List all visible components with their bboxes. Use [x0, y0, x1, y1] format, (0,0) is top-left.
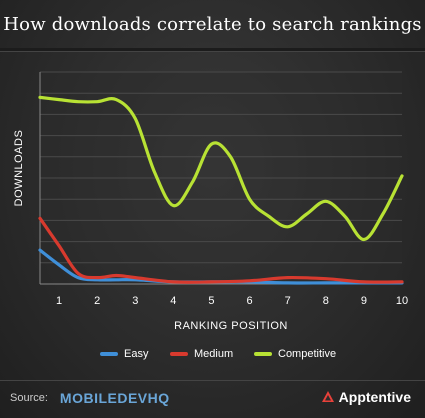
series-line-competitive — [38, 95, 404, 242]
apptentive-icon — [321, 391, 334, 402]
source-brand-logo: MOBILEDEVHQ — [59, 390, 170, 406]
x-tick-label: 9 — [361, 295, 367, 307]
x-tick-label: 6 — [247, 295, 253, 307]
legend-label-easy: Easy — [124, 348, 149, 360]
legend-item-medium: Medium — [170, 348, 233, 360]
source-credit: Source: MOBILEDEVHQ — [10, 390, 170, 406]
series-line-medium — [38, 216, 404, 284]
legend-swatch-competitive — [254, 352, 272, 356]
partner-name: Apptentive — [338, 389, 411, 405]
source-label: Source: — [10, 392, 48, 404]
legend-item-competitive: Competitive — [254, 348, 336, 360]
x-tick-label: 2 — [94, 295, 100, 307]
legend: Easy Medium Competitive — [0, 338, 425, 374]
footer-divider — [0, 380, 425, 381]
x-tick-label: 8 — [323, 295, 329, 307]
y-axis-label: DOWNLOADS — [13, 130, 25, 207]
title-divider — [0, 48, 425, 52]
legend-swatch-easy — [100, 352, 118, 356]
x-tick-label: 4 — [170, 295, 176, 307]
x-tick-label: 7 — [285, 295, 291, 307]
legend-swatch-medium — [170, 352, 188, 356]
legend-label-competitive: Competitive — [278, 348, 337, 360]
legend-label-medium: Medium — [194, 348, 234, 360]
x-tick-label: 5 — [208, 295, 214, 307]
x-tick-label: 1 — [56, 295, 62, 307]
x-tick-label: 3 — [132, 295, 138, 307]
x-axis-label: RANKING POSITION — [174, 320, 288, 332]
legend-item-easy: Easy — [100, 348, 148, 360]
partner-logo: Apptentive — [321, 389, 411, 405]
x-tick-label: 10 — [396, 295, 408, 307]
chart-title: How downloads correlate to search rankin… — [3, 14, 422, 35]
